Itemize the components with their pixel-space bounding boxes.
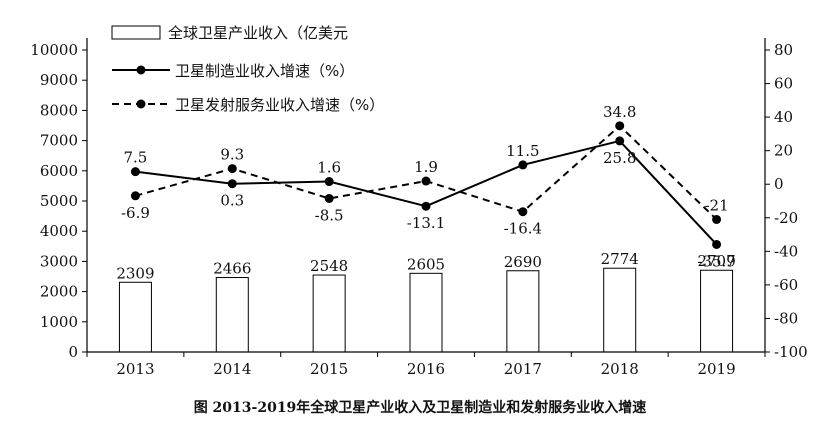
bars-layer	[118, 267, 734, 353]
x-tick-label: 2013	[116, 360, 154, 378]
axes-layer: 0 1000 2000 3000 4000 5000 6000 7000 8000 9000 100…	[30, 38, 808, 378]
manufacturing-point	[227, 179, 237, 189]
manufacturing-point	[130, 167, 140, 177]
manufacturing-value-label: -35.9	[697, 252, 735, 270]
launch-value-label: -6.9	[121, 204, 150, 222]
y-right-tick-label: -80	[774, 309, 798, 327]
chart-caption: 图 2013-2019年全球卫星产业收入及卫星制造业和发射服务业收入增速	[194, 399, 647, 416]
y-right-tick-label: 80	[774, 41, 793, 59]
legend: 全球卫星产业收入（亿美元 卫星制造业收入增速（%） 卫星发射服务业收入增速（%）	[111, 24, 384, 114]
bar	[215, 277, 249, 353]
bar-value-label: 2548	[310, 257, 348, 275]
bar	[118, 281, 152, 353]
bar-value-label: 2690	[504, 253, 542, 271]
x-tick-label: 2015	[310, 360, 348, 378]
y-left-tick-label: 3000	[40, 252, 78, 270]
y-right-tick-label: 0	[774, 175, 784, 193]
bar	[312, 274, 346, 353]
y-right-tick-label: 20	[774, 142, 793, 160]
launch-point	[324, 193, 334, 203]
y-right-tick-label: -20	[774, 209, 798, 227]
legend-bar-label: 全球卫星产业收入（亿美元	[168, 24, 348, 42]
manufacturing-value-label: 1.6	[317, 159, 341, 177]
legend-dashed-label: 卫星发射服务业收入增速（%）	[175, 96, 384, 114]
launch-point	[712, 214, 722, 224]
y-right-tick-label: -100	[774, 343, 808, 361]
x-tick-label: 2018	[601, 360, 639, 378]
legend-solid-marker	[136, 65, 146, 75]
y-right-tick-label: 60	[774, 75, 793, 93]
bar-value-label: 2309	[116, 264, 154, 282]
y-right-tick-label: 40	[774, 108, 793, 126]
manufacturing-point	[712, 239, 722, 249]
bar-value-label: 2605	[407, 255, 445, 273]
manufacturing-value-label: 0.3	[220, 192, 244, 210]
launch-value-label: -16.4	[504, 220, 542, 238]
x-tick-label: 2019	[697, 360, 735, 378]
bar	[506, 270, 540, 353]
legend-solid-label: 卫星制造业收入增速（%）	[175, 62, 354, 80]
manufacturing-point	[421, 201, 431, 211]
launch-value-label: -8.5	[315, 206, 344, 224]
y-right-tick-label: -40	[774, 242, 798, 260]
launch-value-label: 9.3	[220, 146, 244, 164]
launch-value-label: -21	[704, 196, 728, 214]
launch-value-label: 34.8	[603, 103, 636, 121]
x-tick-label: 2016	[407, 360, 445, 378]
lines-layer	[130, 121, 722, 249]
labels-layer: 2309 2466 2548 2605 2690 2774 2707 7.5 -6.9 0.3 9.…	[116, 103, 735, 282]
manufacturing-point	[324, 177, 334, 187]
bar-value-label: 2466	[213, 260, 251, 278]
manufacturing-point	[518, 160, 528, 170]
bar	[700, 269, 734, 353]
manufacturing-value-label: 7.5	[123, 149, 147, 167]
launch-point	[518, 207, 528, 217]
launch-point	[227, 164, 237, 174]
launch-point	[615, 121, 625, 131]
y-left-tick-label: 5000	[40, 192, 78, 210]
bar-value-label: 2707	[697, 252, 735, 270]
manufacturing-value-label: -13.1	[407, 214, 445, 232]
launch-value-label: 1.9	[414, 158, 438, 176]
legend-dashed-marker	[136, 99, 146, 109]
bar	[603, 267, 637, 353]
x-tick-label: 2014	[213, 360, 251, 378]
y-left-tick-label: 4000	[40, 222, 78, 240]
y-left-tick-label: 6000	[40, 162, 78, 180]
bar-value-label: 2774	[601, 250, 639, 268]
y-right-tick-label: -60	[774, 276, 798, 294]
y-left-tick-label: 0	[68, 343, 78, 361]
legend-bar-swatch	[111, 25, 161, 40]
y-left-tick-label: 2000	[40, 283, 78, 301]
y-left-tick-label: 8000	[40, 101, 78, 119]
manufacturing-value-label: 25.8	[603, 149, 636, 167]
launch-point	[421, 176, 431, 186]
x-tick-label: 2017	[504, 360, 542, 378]
y-left-tick-label: 10000	[30, 41, 78, 59]
manufacturing-point	[615, 136, 625, 146]
y-left-tick-label: 9000	[40, 71, 78, 89]
manufacturing-value-label: 11.5	[506, 142, 539, 160]
launch-point	[130, 191, 140, 201]
y-left-tick-label: 7000	[40, 132, 78, 150]
y-left-tick-label: 1000	[40, 313, 78, 331]
bar	[409, 272, 443, 353]
